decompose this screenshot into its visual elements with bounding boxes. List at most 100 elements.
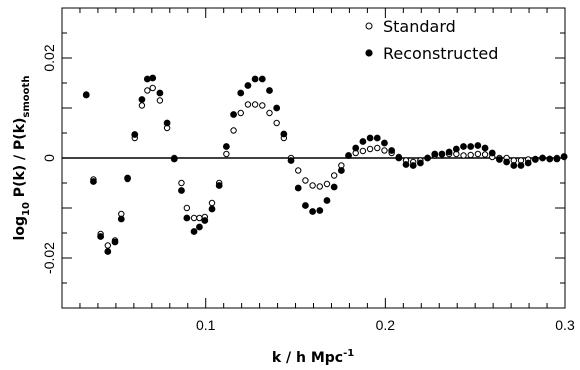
point-reconstructed-34 [316,207,324,214]
x-tick-label-0.3: 0.3 [555,317,575,333]
point-standard-40 [359,147,367,155]
point-reconstructed-9 [143,75,151,83]
point-reconstructed-54 [460,143,467,150]
point-standard-41 [366,145,374,153]
x-axis-label: k / h Mpc-1 [272,348,354,366]
point-reconstructed-37 [337,167,345,174]
point-reconstructed-51 [438,150,446,158]
point-standard-11 [156,97,164,104]
point-reconstructed-6 [124,174,131,182]
point-reconstructed-2 [97,233,105,240]
point-reconstructed-27 [266,87,273,94]
point-standard-14 [178,179,185,187]
point-reconstructed-38 [345,152,352,159]
point-standard-3 [104,242,112,249]
point-reconstructed-23 [237,89,245,97]
point-standard-27 [266,109,273,117]
point-reconstructed-66 [546,155,554,163]
y-tick-label-0.02: 0.02 [41,44,57,71]
point-standard-19 [208,199,216,207]
point-reconstructed-58 [488,149,496,157]
legend-label-reconstructed: Reconstructed [383,44,498,63]
point-reconstructed-64 [531,156,539,163]
point-reconstructed-17 [196,223,203,231]
point-standard-16 [190,214,198,222]
point-reconstructed-32 [302,202,309,209]
point-standard-21 [223,150,230,158]
point-reconstructed-45 [395,154,403,162]
point-standard-9 [144,87,151,94]
point-reconstructed-31 [294,184,302,192]
point-standard-35 [323,180,331,188]
point-reconstructed-20 [215,182,223,189]
point-reconstructed-10 [149,74,157,82]
point-reconstructed-1 [90,178,97,185]
y-axis-label-subscript-2: smooth [21,76,32,118]
point-reconstructed-7 [131,131,139,138]
point-reconstructed-35 [323,197,331,204]
point-reconstructed-41 [366,134,374,142]
point-standard-57 [481,151,489,158]
point-reconstructed-33 [309,208,317,215]
point-standard-24 [244,101,252,108]
point-reconstructed-42 [373,134,381,142]
point-standard-10 [149,84,156,92]
point-standard-32 [302,177,309,184]
point-reconstructed-36 [330,183,338,191]
point-reconstructed-60 [503,158,511,166]
point-standard-22 [230,127,237,134]
x-tick-label-0.2: 0.2 [376,317,396,333]
point-standard-17 [196,214,203,222]
point-reconstructed-56 [474,142,482,149]
point-reconstructed-67 [553,155,561,163]
point-reconstructed-0 [82,91,90,99]
point-standard-8 [138,102,146,109]
point-reconstructed-53 [452,145,460,153]
point-reconstructed-65 [539,154,546,162]
point-standard-33 [309,182,316,189]
point-standard-43 [381,147,388,154]
point-reconstructed-59 [496,156,503,163]
data-points [82,74,568,255]
x-tick-label-0.1: 0.1 [196,317,216,333]
point-reconstructed-52 [445,148,453,156]
point-reconstructed-29 [280,130,288,138]
point-reconstructed-63 [524,159,532,167]
point-reconstructed-68 [560,153,568,160]
point-standard-36 [330,172,338,179]
point-reconstructed-22 [230,111,237,118]
legend-label-standard: Standard [383,17,456,36]
point-standard-55 [467,151,474,159]
y-axis-label: log10 P(k) / P(k)smooth [12,76,32,241]
point-reconstructed-40 [359,138,367,145]
y-axis-label-middle: P(k) / P(k) [12,118,28,202]
point-reconstructed-5 [117,215,125,223]
y-axis-label-subscript-1: 10 [21,202,32,216]
x-axis-label-superscript: -1 [343,348,354,359]
point-reconstructed-28 [273,104,281,112]
point-reconstructed-50 [431,150,439,158]
point-standard-25 [251,101,259,108]
point-reconstructed-16 [190,228,198,235]
point-reconstructed-24 [244,82,252,89]
point-standard-31 [295,167,302,174]
point-reconstructed-11 [156,89,164,97]
y-tick-label--0.02: -0.02 [41,242,57,274]
point-standard-42 [374,144,381,152]
point-reconstructed-61 [510,162,518,169]
point-reconstructed-4 [111,238,119,246]
point-reconstructed-21 [222,143,230,150]
point-reconstructed-12 [163,119,171,127]
point-reconstructed-39 [352,144,360,152]
point-reconstructed-18 [201,217,209,224]
point-reconstructed-25 [251,75,259,83]
point-standard-56 [474,150,482,158]
point-reconstructed-13 [170,155,178,163]
legend: Standard Reconstructed [365,17,498,63]
point-reconstructed-14 [178,187,185,194]
point-standard-34 [316,183,323,190]
point-reconstructed-8 [138,96,146,103]
legend-marker-reconstructed [365,49,373,57]
point-standard-15 [183,204,191,212]
